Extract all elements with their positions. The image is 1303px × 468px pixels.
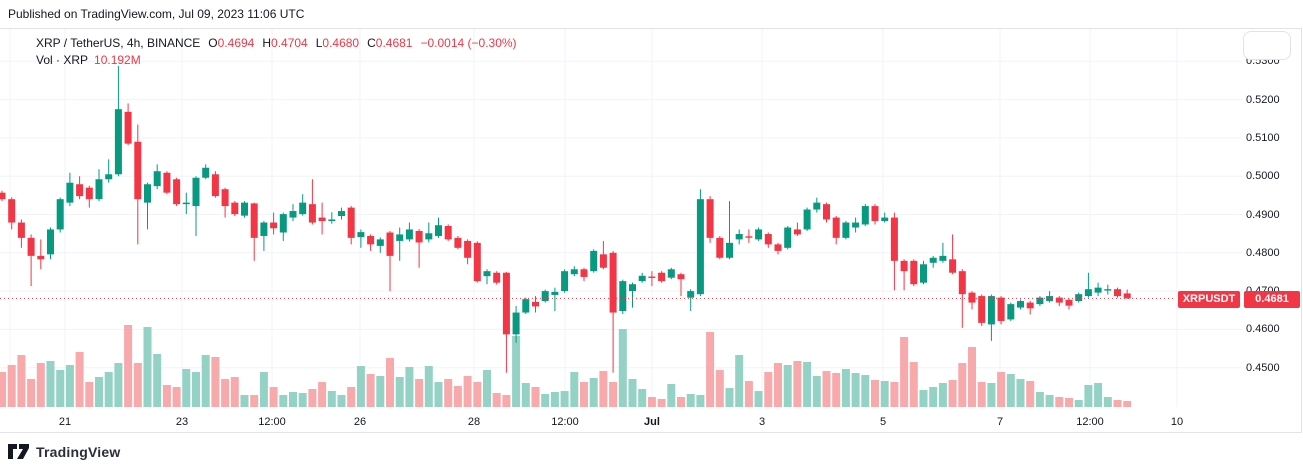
- tradingview-logo-icon: [8, 444, 29, 459]
- published-bar: Published on TradingView.com, Jul 09, 20…: [8, 7, 304, 21]
- high-label: H: [262, 36, 272, 50]
- volume-row: Vol · XRP 10.192M: [36, 52, 517, 69]
- symbol-ohlc-row: XRP / TetherUS, 4h, BINANCE O0.4694 H0.470…: [36, 35, 517, 52]
- time-tick-label: 12:00: [551, 416, 579, 428]
- time-tick-label: 12:00: [1076, 416, 1104, 428]
- time-tick-label: 5: [879, 416, 887, 428]
- low-label: L: [315, 36, 323, 50]
- price-tick-label: 0.4800: [1246, 246, 1280, 259]
- time-scale[interactable]: 21 23 12:00 26 28 12:00 Jul 3 5 7 12:00 10: [0, 413, 1242, 435]
- price-line-value-tag: 0.4681: [1244, 291, 1300, 308]
- time-tick-label: 21: [58, 416, 72, 428]
- close-value: 0.4681: [375, 36, 413, 50]
- time-tick-label: 3: [758, 416, 766, 428]
- price-tick-label: 0.4900: [1246, 208, 1280, 221]
- change-value: −0.0014 (−0.30%): [420, 36, 517, 50]
- brand-name: TradingView: [36, 443, 121, 460]
- price-tick-label: 0.5200: [1246, 93, 1280, 106]
- time-tick-label: 10: [1170, 416, 1184, 428]
- price-tick-label: 0.5000: [1246, 170, 1280, 183]
- footer-brand[interactable]: TradingView: [8, 443, 120, 460]
- time-tick-label: 12:00: [258, 416, 286, 428]
- published-text: Published on TradingView.com, Jul 09, 20…: [8, 7, 305, 21]
- price-tick-label: 0.5100: [1246, 131, 1280, 144]
- chart-card: XRP / TetherUS, 4h, BINANCE O0.4694 H0.470…: [0, 28, 1302, 433]
- open-label: O: [208, 36, 218, 50]
- volume-label: Vol · XRP: [36, 53, 89, 67]
- volume-value: 10.192M: [94, 53, 141, 67]
- open-value: 0.4694: [217, 36, 255, 50]
- price-scale[interactable]: 0.53000.52000.51000.50000.49000.48000.47…: [1246, 29, 1302, 414]
- symbol-title: XRP / TetherUS, 4h, BINANCE: [36, 36, 201, 50]
- time-tick-label: 7: [996, 416, 1004, 428]
- candlestick-chart[interactable]: [0, 29, 1302, 434]
- price-line-symbol-tag: XRPUSDT: [1178, 291, 1240, 308]
- snapshot-button[interactable]: [1243, 31, 1291, 60]
- close-label: C: [367, 36, 376, 50]
- price-tick-label: 0.4500: [1246, 361, 1280, 374]
- price-tick-label: 0.4600: [1246, 323, 1280, 336]
- chart-legend: XRP / TetherUS, 4h, BINANCE O0.4694 H0.470…: [36, 35, 517, 69]
- time-tick-label: 26: [353, 416, 367, 428]
- high-value: 0.4704: [271, 36, 308, 50]
- low-value: 0.4680: [322, 36, 360, 50]
- time-tick-label: 23: [175, 416, 189, 428]
- time-tick-label: 28: [467, 416, 481, 428]
- time-tick-label: Jul: [644, 416, 660, 428]
